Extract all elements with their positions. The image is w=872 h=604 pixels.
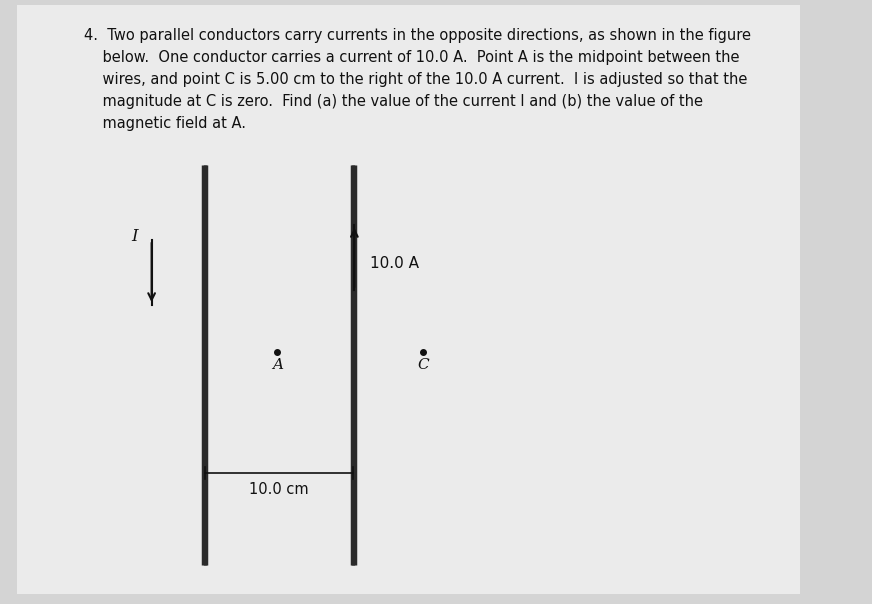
Text: magnetic field at A.: magnetic field at A. [84, 116, 246, 131]
Text: 4.  Two parallel conductors carry currents in the opposite directions, as shown : 4. Two parallel conductors carry current… [84, 28, 751, 43]
Text: C: C [418, 358, 429, 372]
FancyBboxPatch shape [17, 5, 800, 594]
Text: 10.0 cm: 10.0 cm [249, 482, 309, 497]
Text: A: A [272, 358, 283, 372]
Text: magnitude at C is zero.  Find (a) the value of the current I and (b) the value o: magnitude at C is zero. Find (a) the val… [84, 94, 703, 109]
Text: wires, and point C is 5.00 cm to the right of the 10.0 A current.  I is adjusted: wires, and point C is 5.00 cm to the rig… [84, 72, 747, 87]
Text: 10.0 A: 10.0 A [371, 256, 419, 271]
Text: I: I [131, 228, 138, 245]
Text: below.  One conductor carries a current of 10.0 A.  Point A is the midpoint betw: below. One conductor carries a current o… [84, 50, 739, 65]
